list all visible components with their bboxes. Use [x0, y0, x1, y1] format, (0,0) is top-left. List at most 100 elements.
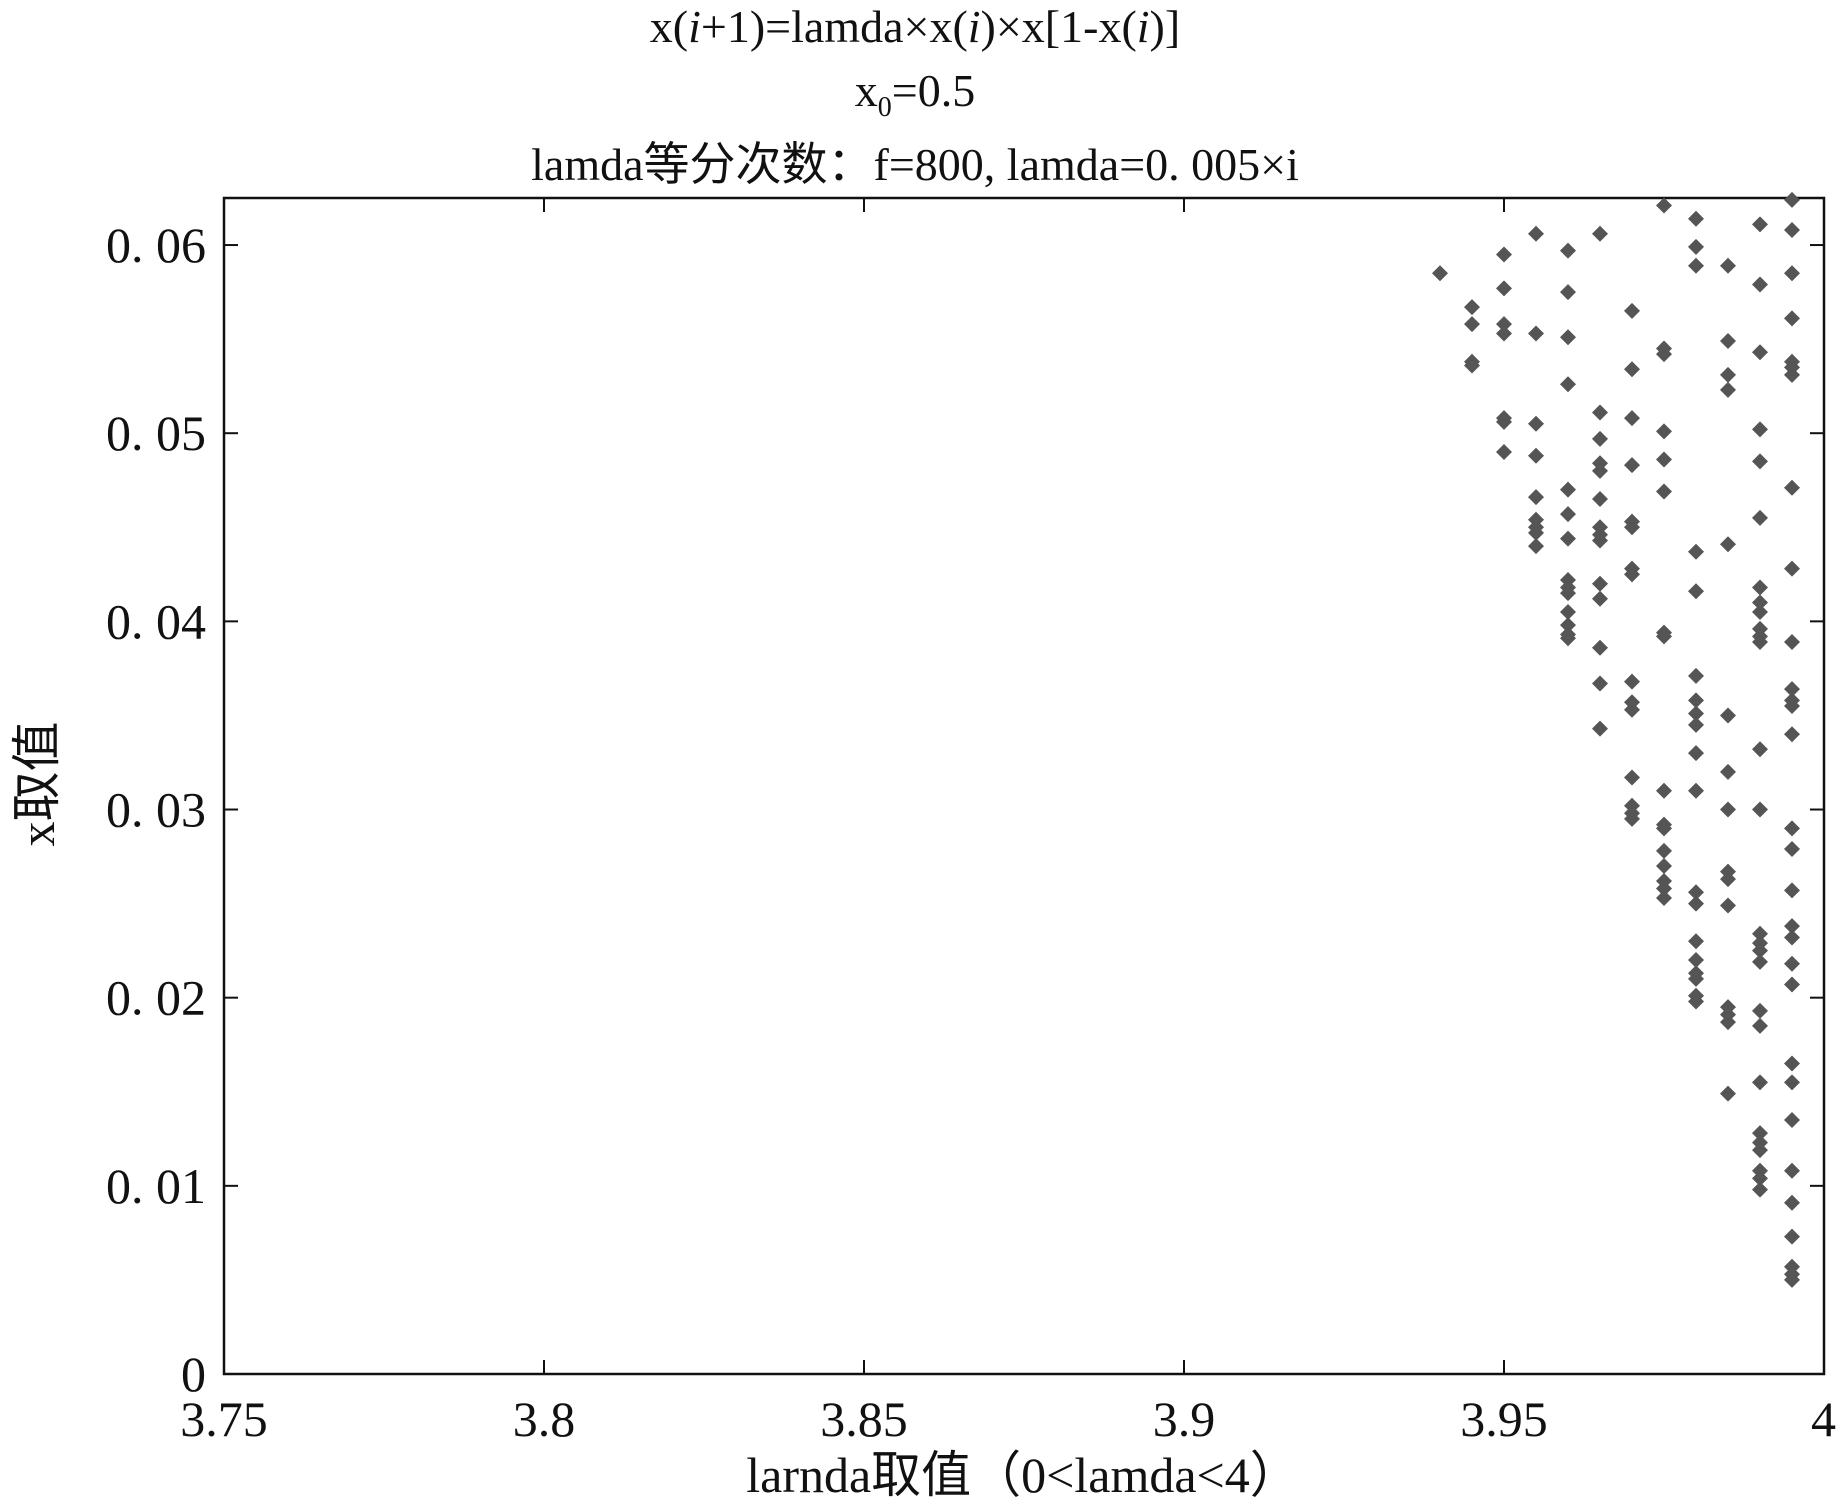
data-point — [1784, 841, 1800, 858]
data-point — [1720, 707, 1736, 724]
data-point — [1624, 410, 1640, 427]
title-line-1-part: i — [968, 1, 981, 52]
data-point — [1784, 820, 1800, 837]
data-point — [1688, 210, 1704, 227]
y-tick-label: 0. 05 — [106, 405, 206, 461]
data-point — [1688, 667, 1704, 684]
data-point — [1624, 361, 1640, 378]
data-point — [1752, 1170, 1768, 1187]
x-tick-label: 3.9 — [1153, 1391, 1216, 1447]
x-axis-label: larnda取值（0<lamda<4） — [746, 1447, 1300, 1501]
data-point — [1528, 225, 1544, 242]
data-point — [1752, 634, 1768, 651]
data-point — [1784, 265, 1800, 282]
data-point — [1592, 720, 1608, 737]
data-point — [1592, 404, 1608, 421]
data-point — [1752, 741, 1768, 758]
data-point — [1688, 993, 1704, 1010]
title-line-2-value: =0.5 — [892, 65, 975, 116]
data-point — [1784, 560, 1800, 577]
data-point — [1496, 246, 1512, 263]
data-point — [1688, 583, 1704, 600]
data-point — [1528, 415, 1544, 432]
data-point — [1624, 457, 1640, 474]
data-point — [1624, 566, 1640, 583]
chart-title-line-3: lamda等分次数：f=800, lamda=0. 005×i — [531, 139, 1299, 190]
data-point — [1752, 801, 1768, 818]
data-point — [1784, 366, 1800, 383]
data-point — [1752, 594, 1768, 611]
data-point — [1784, 479, 1800, 496]
data-point — [1560, 530, 1576, 547]
data-point — [1560, 506, 1576, 523]
title-line-1-part: i — [1137, 1, 1150, 52]
data-point — [1560, 329, 1576, 346]
data-point — [1784, 681, 1800, 698]
data-point — [1784, 726, 1800, 743]
data-point — [1528, 447, 1544, 464]
data-point — [1688, 933, 1704, 950]
data-point — [1720, 1014, 1736, 1031]
data-point — [1592, 575, 1608, 592]
data-point — [1752, 344, 1768, 361]
data-point — [1624, 673, 1640, 690]
data-point — [1592, 639, 1608, 656]
data-point — [1752, 453, 1768, 470]
x-tick-label: 3.8 — [513, 1391, 576, 1447]
data-point — [1528, 325, 1544, 342]
y-axis-tick-labels: 0 0. 01 0. 02 0. 03 0. 04 0. 05 0. 06 — [106, 217, 206, 1402]
data-point — [1496, 444, 1512, 461]
data-point — [1560, 376, 1576, 393]
data-point — [1432, 265, 1448, 282]
data-point — [1784, 1111, 1800, 1128]
title-line-2-var: x — [855, 65, 878, 116]
y-tick-label: 0. 04 — [106, 593, 206, 649]
data-point — [1656, 451, 1672, 468]
data-point — [1688, 970, 1704, 987]
data-point — [1656, 820, 1672, 837]
data-point — [1720, 801, 1736, 818]
data-point — [1656, 880, 1672, 897]
data-point — [1688, 716, 1704, 733]
data-point — [1528, 538, 1544, 555]
data-point — [1688, 238, 1704, 255]
data-point — [1464, 299, 1480, 316]
y-tick-label: 0. 03 — [106, 782, 206, 838]
data-point — [1624, 810, 1640, 827]
data-point — [1496, 413, 1512, 430]
data-point — [1752, 942, 1768, 959]
data-point — [1624, 701, 1640, 718]
data-point — [1784, 882, 1800, 899]
y-tick-label: 0. 02 — [106, 970, 206, 1026]
data-point — [1784, 918, 1800, 935]
data-point — [1688, 782, 1704, 799]
data-point — [1720, 366, 1736, 383]
data-point — [1464, 316, 1480, 333]
data-point — [1784, 1228, 1800, 1245]
data-point — [1592, 532, 1608, 549]
data-point — [1784, 976, 1800, 993]
data-point — [1752, 216, 1768, 233]
axis-ticks — [223, 198, 1825, 1375]
chart-title-line-1: x(i+1)=lamda×x(i)×x[1-x(i)] — [650, 1, 1180, 52]
data-point — [1496, 325, 1512, 342]
data-point — [1720, 536, 1736, 553]
data-point — [1592, 590, 1608, 607]
data-point — [1496, 316, 1512, 333]
data-point — [1528, 524, 1544, 541]
data-point — [1656, 423, 1672, 440]
chart-title-line-2: x0=0.5 — [855, 65, 975, 123]
data-point — [1752, 1142, 1768, 1159]
data-point — [1656, 889, 1672, 906]
data-point — [1496, 280, 1512, 297]
title-line-1-part: x( — [650, 1, 688, 52]
data-point — [1592, 462, 1608, 479]
data-point — [1592, 675, 1608, 692]
data-point — [1784, 1194, 1800, 1211]
data-point — [1720, 257, 1736, 274]
data-point — [1688, 705, 1704, 722]
data-point — [1688, 257, 1704, 274]
y-axis-label: x取值 — [9, 722, 65, 847]
y-tick-label: 0. 06 — [106, 217, 206, 273]
